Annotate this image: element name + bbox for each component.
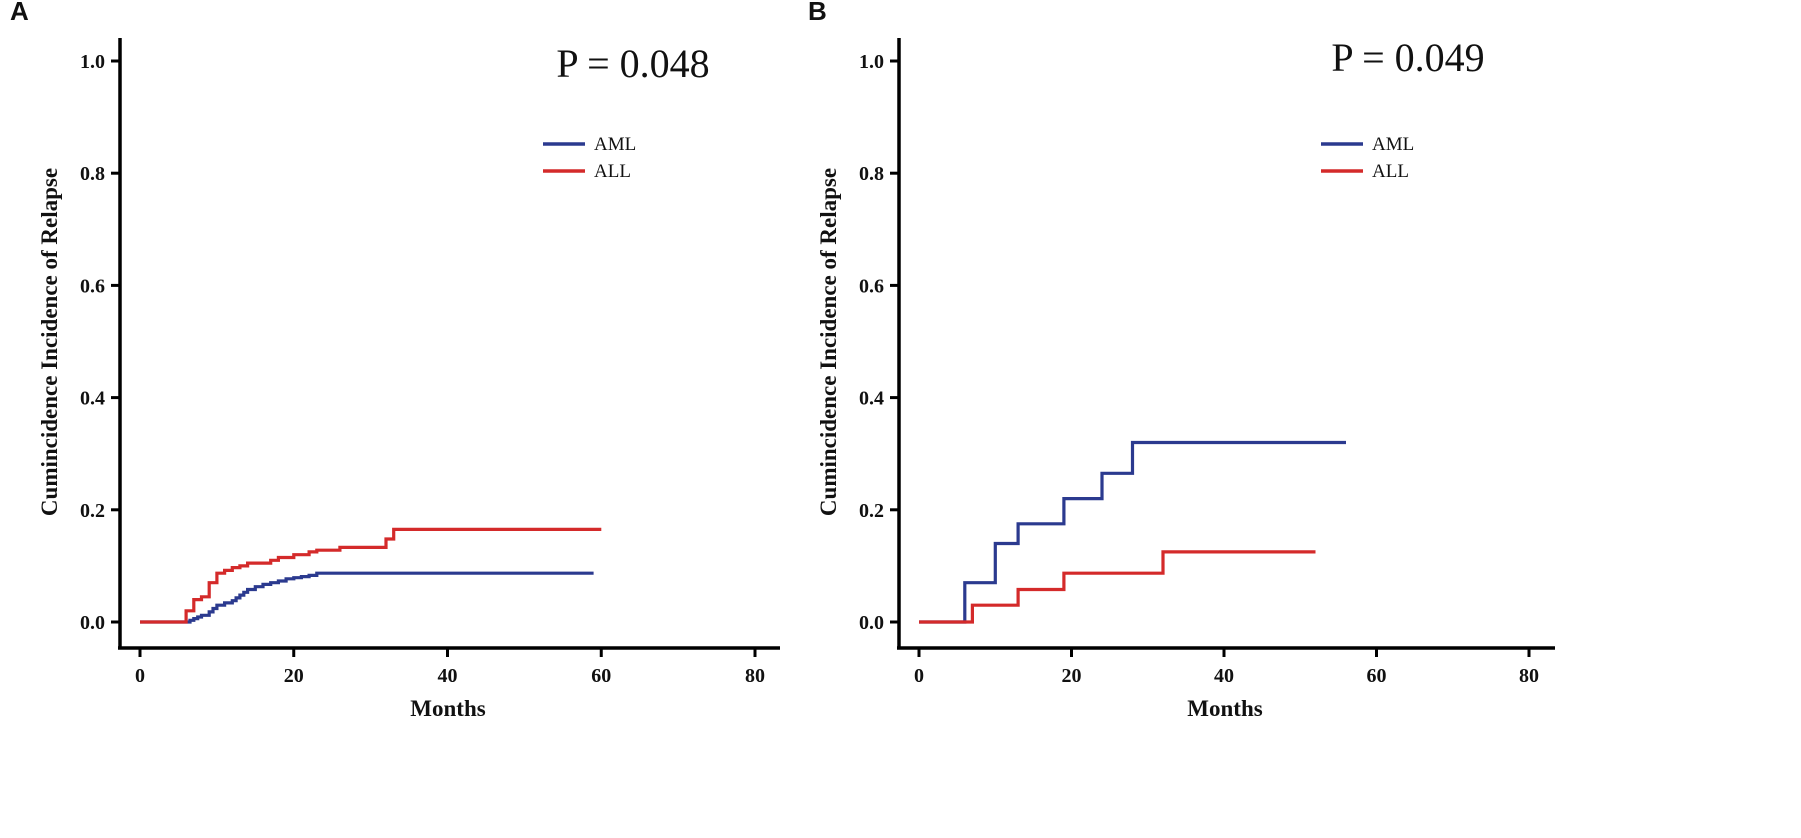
panel-a-xtick-label: 40 [438,665,458,687]
panel-a-xtick-label: 20 [284,665,304,687]
panel-b-ytick-label: 0.4 [859,388,884,410]
panel-a-ytick-label: 0.6 [80,275,105,297]
panel-b-xtick-label: 20 [1062,665,1082,687]
panel-b-ytick-label: 0.0 [859,612,884,634]
panel-b-xtick-label: 80 [1519,665,1539,687]
panel-a-xtick-label: 60 [591,665,611,687]
panel-b-ytick-label: 0.6 [859,275,884,297]
panel-a-ytick-label: 1.0 [80,51,105,73]
panel-a-ytick-label: 0.8 [80,163,105,185]
panel-a-xtick-label: 0 [135,665,145,687]
panel-a-xtick-label: 80 [745,665,765,687]
panel-b-p-value: P = 0.049 [1331,35,1484,80]
panel-a: A 0.0 0.2 0.4 0.6 0.8 1.0 0 20 40 60 80 Cumincide… [10,0,780,721]
panel-a-legend-label-all: ALL [594,161,631,182]
panel-a-letter: A [10,0,29,26]
panel-a-ytick-label: 0.2 [80,500,105,522]
panel-a-aml-curve [140,571,594,624]
panel-b-xtick-label: 0 [914,665,924,687]
panel-b-ytick-label: 1.0 [859,51,884,73]
panel-a-legend-label-aml: AML [594,134,636,155]
panel-b-x-axis-title: Months [1187,696,1262,721]
panel-b-ytick-label: 0.8 [859,163,884,185]
panel-a-ytick-label: 0.4 [80,388,105,410]
panel-a-all-curve [140,527,602,624]
panel-b-legend-label-aml: AML [1372,134,1414,155]
panel-a-y-axis-title: Cumincidence Incidence of Relapse [37,168,62,516]
panel-b-letter: B [808,0,827,26]
panel-b-all-curve [919,550,1316,624]
panel-a-legend: AML ALL [543,134,636,182]
panel-b-aml-curve [919,440,1346,624]
panel-b: B 0.0 0.2 0.4 0.6 0.8 1.0 0 20 40 60 80 Cumincide… [808,0,1555,721]
panel-a-ytick-label: 0.0 [80,612,105,634]
panel-a-p-value: P = 0.048 [556,41,709,86]
panel-b-legend: AML ALL [1321,134,1414,182]
panel-a-x-axis-title: Months [410,696,485,721]
panel-b-xtick-label: 60 [1367,665,1387,687]
panel-b-xtick-label: 40 [1214,665,1234,687]
panel-b-ytick-label: 0.2 [859,500,884,522]
panel-b-y-axis-title: Cumincidence Incidence of Relapse [816,168,841,516]
panel-b-legend-label-all: ALL [1372,161,1409,182]
